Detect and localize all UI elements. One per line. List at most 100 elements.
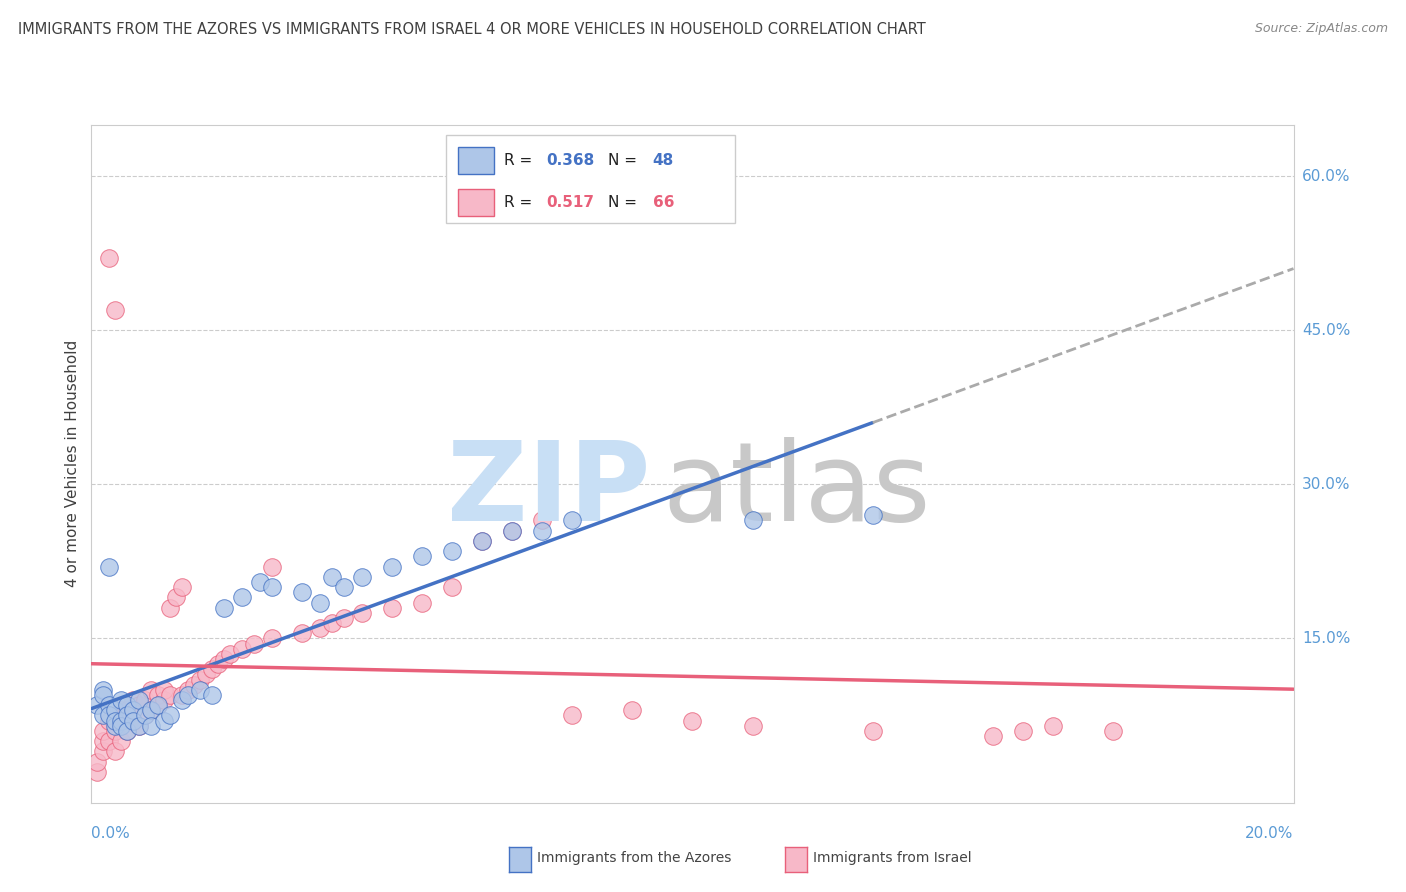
- Point: [170, 688, 193, 702]
- Text: 15.0%: 15.0%: [1302, 631, 1350, 646]
- Point: [98, 714, 121, 728]
- Text: 45.0%: 45.0%: [1302, 323, 1350, 338]
- Point: [98, 708, 121, 723]
- Point: [440, 544, 463, 558]
- Point: [260, 580, 283, 594]
- Point: [146, 688, 169, 702]
- Point: [117, 698, 139, 713]
- Point: [170, 693, 193, 707]
- Point: [249, 574, 271, 589]
- Text: Immigrants from Israel: Immigrants from Israel: [813, 851, 972, 865]
- Point: [93, 723, 115, 738]
- FancyBboxPatch shape: [458, 147, 494, 174]
- Point: [231, 591, 253, 605]
- Point: [291, 585, 314, 599]
- Point: [134, 708, 156, 723]
- Point: [188, 682, 211, 697]
- Point: [350, 606, 373, 620]
- Point: [141, 703, 163, 717]
- Point: [681, 714, 703, 728]
- Point: [93, 734, 115, 748]
- Point: [152, 714, 174, 728]
- Point: [110, 719, 132, 733]
- Text: Immigrants from the Azores: Immigrants from the Azores: [537, 851, 731, 865]
- Point: [1102, 723, 1125, 738]
- Point: [207, 657, 229, 672]
- Point: [201, 662, 224, 676]
- Point: [308, 595, 330, 609]
- Point: [350, 570, 373, 584]
- Point: [128, 719, 150, 733]
- Point: [741, 513, 763, 527]
- Point: [152, 682, 174, 697]
- Point: [98, 559, 121, 574]
- Text: N =: N =: [609, 195, 643, 211]
- Point: [159, 708, 181, 723]
- Point: [128, 693, 150, 707]
- Point: [110, 703, 132, 717]
- Point: [98, 252, 121, 266]
- Point: [117, 723, 139, 738]
- Point: [122, 693, 145, 707]
- Point: [212, 652, 235, 666]
- Point: [862, 508, 884, 523]
- Point: [561, 513, 583, 527]
- Point: [381, 600, 404, 615]
- Point: [134, 693, 156, 707]
- Point: [333, 580, 356, 594]
- Text: 20.0%: 20.0%: [1246, 826, 1294, 841]
- Point: [183, 678, 205, 692]
- Point: [170, 580, 193, 594]
- Text: 0.368: 0.368: [546, 153, 595, 169]
- Point: [93, 682, 115, 697]
- Text: IMMIGRANTS FROM THE AZORES VS IMMIGRANTS FROM ISRAEL 4 OR MORE VEHICLES IN HOUSE: IMMIGRANTS FROM THE AZORES VS IMMIGRANTS…: [18, 22, 927, 37]
- Text: N =: N =: [609, 153, 643, 169]
- Point: [201, 688, 224, 702]
- Point: [561, 708, 583, 723]
- Point: [93, 744, 115, 758]
- Point: [146, 698, 169, 713]
- Point: [308, 621, 330, 635]
- Text: 0.0%: 0.0%: [91, 826, 131, 841]
- Point: [621, 703, 644, 717]
- Text: R =: R =: [503, 195, 537, 211]
- Point: [104, 703, 127, 717]
- Point: [471, 533, 494, 548]
- Point: [159, 600, 181, 615]
- Point: [381, 559, 404, 574]
- Point: [188, 673, 211, 687]
- Point: [260, 559, 283, 574]
- Point: [110, 714, 132, 728]
- Point: [176, 688, 198, 702]
- Point: [104, 723, 127, 738]
- Point: [122, 714, 145, 728]
- Point: [741, 719, 763, 733]
- Point: [110, 734, 132, 748]
- Text: ZIP: ZIP: [447, 437, 651, 544]
- Point: [440, 580, 463, 594]
- Point: [128, 698, 150, 713]
- Point: [411, 549, 433, 564]
- Point: [501, 524, 523, 538]
- Point: [531, 524, 554, 538]
- Point: [471, 533, 494, 548]
- Point: [117, 708, 139, 723]
- Y-axis label: 4 or more Vehicles in Household: 4 or more Vehicles in Household: [65, 340, 80, 588]
- Point: [104, 714, 127, 728]
- Point: [117, 703, 139, 717]
- Point: [146, 698, 169, 713]
- Point: [321, 570, 343, 584]
- Point: [159, 688, 181, 702]
- Point: [117, 723, 139, 738]
- Point: [981, 729, 1004, 743]
- Point: [104, 744, 127, 758]
- Point: [333, 611, 356, 625]
- Point: [104, 719, 127, 733]
- Point: [93, 688, 115, 702]
- Point: [531, 513, 554, 527]
- Point: [141, 703, 163, 717]
- Point: [86, 698, 108, 713]
- Point: [321, 615, 343, 630]
- Text: 0.517: 0.517: [546, 195, 593, 211]
- Point: [1042, 719, 1064, 733]
